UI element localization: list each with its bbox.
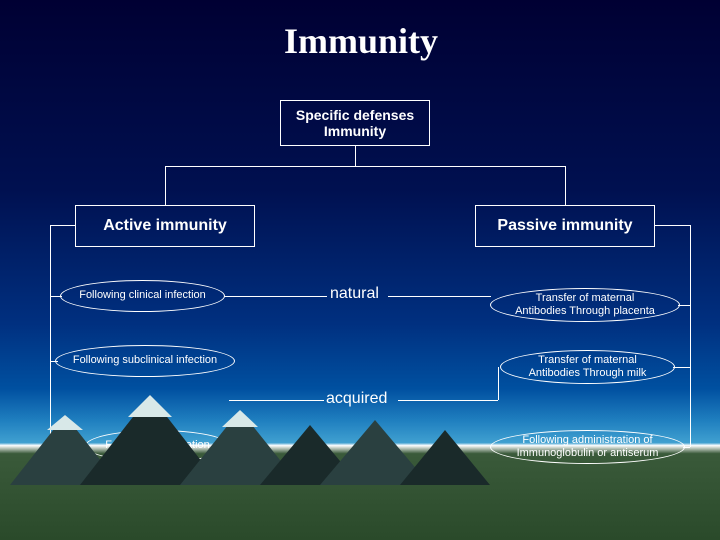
connector	[565, 166, 566, 205]
ellipse-subclinical-infection: Following subclinical infection	[55, 345, 235, 377]
box-specific-defenses: Specific defenses Immunity	[280, 100, 430, 146]
ellipse-clinical-infection: Following clinical infection	[60, 280, 225, 312]
label-natural: natural	[330, 285, 379, 303]
label-acquired: acquired	[326, 390, 387, 408]
box-text: Active immunity	[103, 217, 227, 235]
mountain-snow	[128, 395, 172, 417]
ellipse-milk: Transfer of maternal Antibodies Through …	[500, 350, 675, 384]
mountain-snow	[222, 410, 258, 427]
box-text: Passive immunity	[497, 217, 632, 235]
box-active-immunity: Active immunity	[75, 205, 255, 247]
connector	[655, 225, 690, 226]
connector	[165, 166, 565, 167]
box-text: Specific defenses	[296, 107, 414, 123]
connector	[690, 225, 691, 447]
connector	[355, 146, 356, 166]
connector	[229, 400, 324, 401]
connector	[224, 296, 327, 297]
connector	[673, 367, 690, 368]
ellipse-text: Transfer of maternal	[515, 292, 655, 305]
box-text: Immunity	[324, 123, 386, 139]
mountain-snow	[47, 415, 83, 430]
ellipse-text: Following subclinical infection	[73, 354, 217, 367]
connector	[165, 166, 166, 205]
ellipse-text: Antibodies Through milk	[529, 367, 647, 380]
connector	[388, 296, 491, 297]
ellipse-placenta: Transfer of maternal Antibodies Through …	[490, 288, 680, 322]
connector	[498, 367, 499, 400]
ellipse-text: Immunoglobulin or antiserum	[517, 447, 659, 460]
mountain-shape	[400, 430, 490, 485]
ellipse-text: Antibodies Through placenta	[515, 305, 655, 318]
slide-title: Immunity	[284, 20, 438, 62]
connector	[50, 225, 51, 445]
ellipse-text: Following clinical infection	[79, 289, 206, 302]
ellipse-text: Transfer of maternal	[529, 354, 647, 367]
connector	[398, 400, 498, 401]
ellipse-immunoglobulin: Following administration of Immunoglobul…	[490, 430, 685, 464]
box-passive-immunity: Passive immunity	[475, 205, 655, 247]
ellipse-text: Following administration of	[517, 434, 659, 447]
connector	[50, 225, 75, 226]
